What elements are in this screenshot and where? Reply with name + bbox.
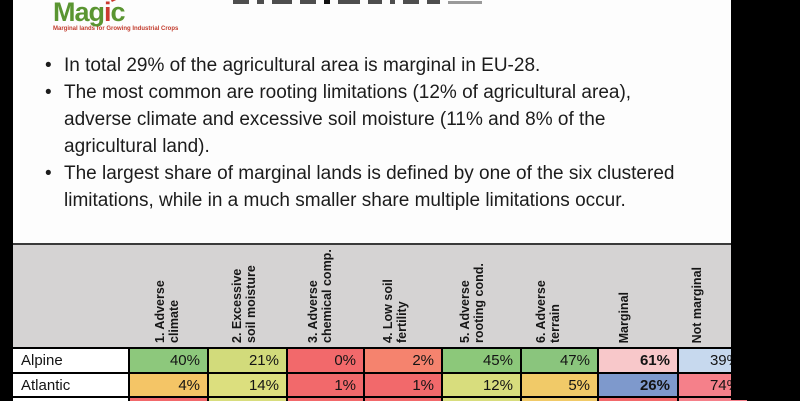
table-value-cell: 1% bbox=[288, 374, 363, 396]
column-header-label: Not marginal bbox=[690, 266, 704, 343]
column-header-label: 3. Adverse chemical comp. bbox=[305, 249, 334, 343]
logo-text-green-2: c bbox=[110, 0, 126, 27]
column-header-label: 1. Adverse climate bbox=[152, 280, 181, 343]
column-header: 6. Adverse terrain bbox=[510, 245, 585, 347]
table-value-cell: 1% bbox=[365, 374, 441, 396]
table-value-cell: 21% bbox=[209, 349, 286, 372]
column-header-empty bbox=[13, 245, 128, 347]
bullet-item-1: In total 29% of the agricultural area is… bbox=[41, 52, 689, 79]
column-header: 1. Adverse climate bbox=[128, 245, 205, 347]
column-header-label: 5. Adverse rooting cond. bbox=[457, 263, 486, 343]
row-label: Atlantic bbox=[13, 374, 128, 396]
column-header-label: 6. Adverse terrain bbox=[533, 280, 562, 343]
column-header: Not marginal bbox=[663, 245, 731, 347]
table-header-band: 1. Adverse climate 2. Excessive soil mois… bbox=[13, 243, 731, 347]
column-header: 4. Low soil fertility bbox=[357, 245, 433, 347]
table-value-cell: 2% bbox=[365, 349, 441, 372]
bullet-text-1: In total 29% of the agricultural area is… bbox=[64, 55, 541, 76]
bullet-text-2: The most common are rooting limitations … bbox=[64, 82, 632, 157]
table-value-cell: 14% bbox=[209, 374, 286, 396]
logo-tagline: Marginal lands for Growing Industrial Cr… bbox=[53, 26, 179, 32]
bullet-item-3: The largest share of marginal lands is d… bbox=[41, 160, 689, 214]
table-value-cell: 47% bbox=[522, 349, 597, 372]
letterbox-right bbox=[731, 0, 800, 400]
column-header-label: Marginal bbox=[617, 291, 631, 343]
column-header-label: 4. Low soil fertility bbox=[381, 279, 409, 343]
presentation-slide: Magic Marginal lands for Growing Industr… bbox=[13, 0, 747, 401]
logo-text-green-1: Mag bbox=[53, 0, 105, 27]
bullet-item-2: The most common are rooting limitations … bbox=[41, 79, 689, 160]
column-header: 5. Adverse rooting cond. bbox=[433, 245, 510, 347]
slide-title-cutoff bbox=[233, 0, 482, 5]
logo-wand-i: i bbox=[104, 0, 111, 27]
table-value-cell: 45% bbox=[443, 349, 520, 372]
table-value-cell: 0% bbox=[288, 349, 363, 372]
magic-logo: Magic Marginal lands for Growing Industr… bbox=[53, 0, 179, 32]
table-value-cell: 40% bbox=[130, 349, 207, 372]
table-value-cell: 61% bbox=[599, 349, 677, 372]
table-value-cell: 26% bbox=[599, 374, 677, 396]
magic-logo-wordmark: Magic bbox=[53, 0, 173, 27]
table-value-cell: 5% bbox=[522, 374, 597, 396]
table-value-cell: 4% bbox=[130, 374, 207, 396]
letterbox-left bbox=[0, 0, 13, 400]
column-header: 2. Excessive soil moisture bbox=[205, 245, 282, 347]
row-label: Alpine bbox=[13, 349, 128, 372]
bullet-list: In total 29% of the agricultural area is… bbox=[41, 52, 689, 214]
limitations-table: Alpine 40% 21% 0% 2% 45% 47% 61% 39% Atlantic 4% 14… bbox=[13, 347, 747, 401]
column-header-label: 2. Excessive soil moisture bbox=[229, 265, 258, 343]
bullet-text-3: The largest share of marginal lands is d… bbox=[64, 163, 675, 211]
column-header: Marginal bbox=[585, 245, 663, 347]
column-header: 3. Adverse chemical comp. bbox=[282, 245, 357, 347]
table-value-cell: 12% bbox=[443, 374, 520, 396]
